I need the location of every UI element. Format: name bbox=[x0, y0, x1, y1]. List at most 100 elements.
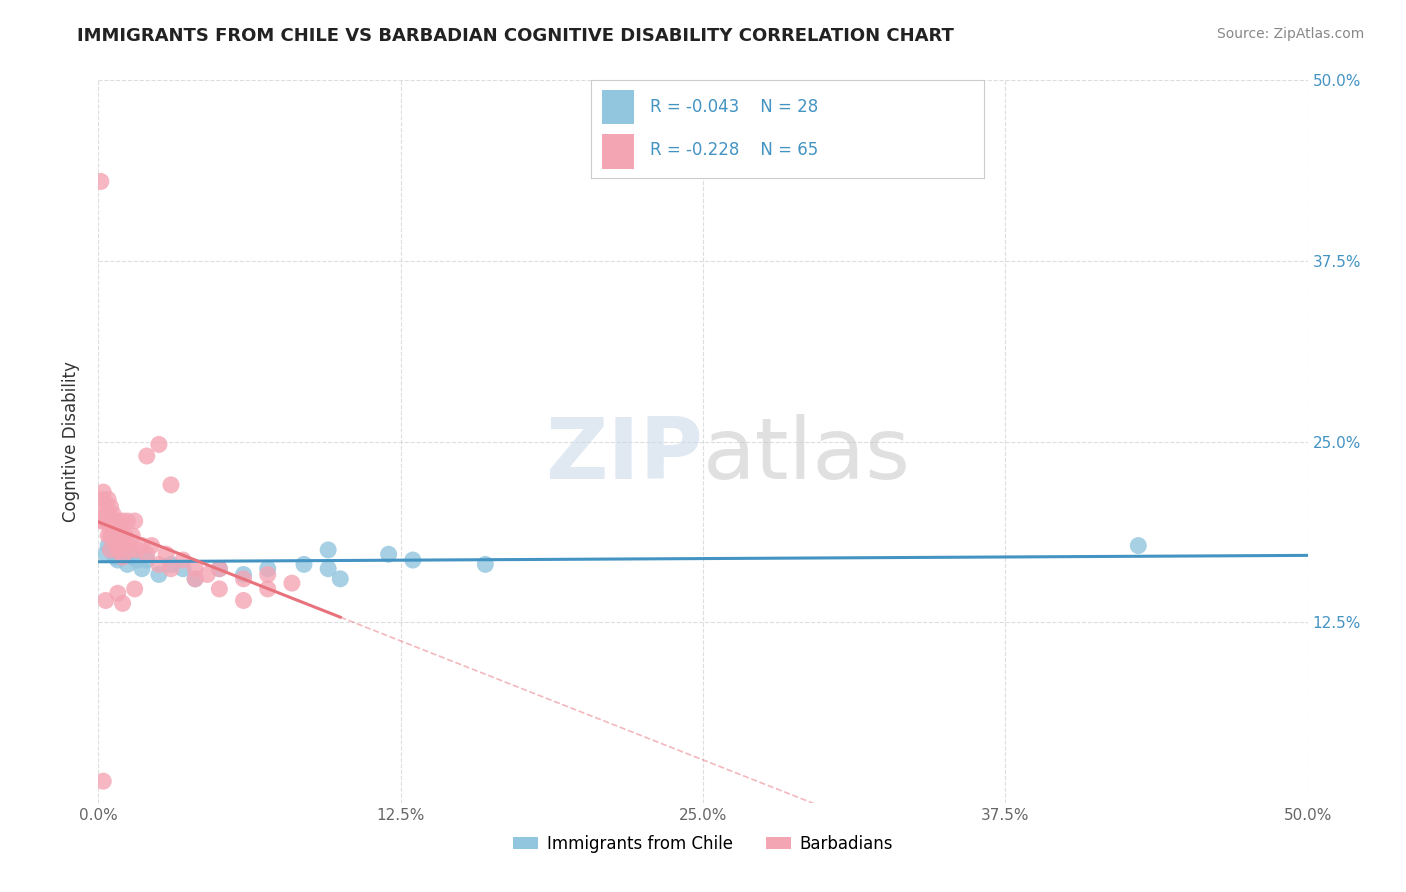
Point bbox=[155, 547, 177, 561]
Point bbox=[131, 562, 153, 576]
Point bbox=[100, 542, 122, 557]
Point bbox=[111, 547, 134, 561]
Point bbox=[281, 576, 304, 591]
Point bbox=[100, 528, 122, 542]
Point bbox=[232, 567, 254, 582]
Point bbox=[104, 535, 127, 549]
Point bbox=[148, 437, 170, 451]
Point bbox=[94, 593, 117, 607]
Point bbox=[111, 596, 134, 610]
Point bbox=[127, 542, 149, 557]
Point bbox=[172, 553, 194, 567]
Point bbox=[256, 562, 278, 576]
Point bbox=[111, 535, 134, 549]
Point bbox=[94, 507, 117, 521]
Point bbox=[101, 521, 124, 535]
Point bbox=[402, 553, 425, 567]
Point bbox=[104, 514, 127, 528]
Point bbox=[114, 528, 136, 542]
Point bbox=[117, 514, 139, 528]
Point bbox=[127, 553, 149, 567]
Point bbox=[377, 547, 399, 561]
Text: IMMIGRANTS FROM CHILE VS BARBADIAN COGNITIVE DISABILITY CORRELATION CHART: IMMIGRANTS FROM CHILE VS BARBADIAN COGNI… bbox=[77, 27, 955, 45]
Point bbox=[108, 542, 131, 557]
Point bbox=[135, 449, 157, 463]
Point bbox=[104, 528, 127, 542]
Point bbox=[232, 593, 254, 607]
Text: atlas: atlas bbox=[703, 415, 911, 498]
Point bbox=[97, 492, 120, 507]
Point bbox=[91, 774, 114, 789]
Point bbox=[94, 514, 117, 528]
Point bbox=[107, 521, 129, 535]
Point bbox=[107, 542, 129, 557]
Point bbox=[108, 542, 131, 557]
Point bbox=[292, 558, 315, 572]
Point bbox=[107, 514, 129, 528]
Point bbox=[316, 562, 339, 576]
Point bbox=[195, 567, 218, 582]
Text: ZIP: ZIP bbox=[546, 415, 703, 498]
Point bbox=[90, 174, 112, 188]
Point bbox=[97, 514, 120, 528]
Point bbox=[90, 514, 112, 528]
Point bbox=[117, 558, 139, 572]
Point bbox=[121, 550, 143, 565]
Point bbox=[135, 547, 157, 561]
Point bbox=[121, 528, 143, 542]
Point bbox=[256, 567, 278, 582]
Point bbox=[101, 507, 124, 521]
Point bbox=[118, 542, 141, 557]
Point bbox=[172, 562, 194, 576]
Text: R = -0.043    N = 28: R = -0.043 N = 28 bbox=[650, 98, 818, 116]
Text: Source: ZipAtlas.com: Source: ZipAtlas.com bbox=[1216, 27, 1364, 41]
Point bbox=[160, 478, 183, 492]
Point bbox=[107, 528, 129, 542]
Point bbox=[97, 507, 120, 521]
Point bbox=[94, 547, 117, 561]
Point bbox=[160, 558, 183, 572]
Y-axis label: Cognitive Disability: Cognitive Disability bbox=[62, 361, 80, 522]
Point bbox=[474, 558, 496, 572]
Point bbox=[100, 500, 122, 514]
Point bbox=[91, 492, 114, 507]
Point bbox=[111, 550, 134, 565]
Point bbox=[131, 539, 153, 553]
Point bbox=[111, 514, 134, 528]
Point bbox=[184, 562, 207, 576]
Point bbox=[107, 586, 129, 600]
Point bbox=[104, 550, 127, 565]
Point bbox=[97, 539, 120, 553]
Point bbox=[91, 514, 114, 528]
Point bbox=[101, 514, 124, 528]
Point bbox=[232, 572, 254, 586]
Bar bbox=[602, 134, 634, 169]
Point bbox=[316, 542, 339, 557]
Point bbox=[184, 572, 207, 586]
Point bbox=[91, 485, 114, 500]
Point bbox=[329, 572, 352, 586]
Text: R = -0.228    N = 65: R = -0.228 N = 65 bbox=[650, 142, 818, 160]
Point bbox=[107, 553, 129, 567]
Point bbox=[184, 572, 207, 586]
Point bbox=[100, 542, 122, 557]
Point bbox=[148, 558, 170, 572]
Point bbox=[135, 553, 157, 567]
Point bbox=[101, 535, 124, 549]
Point bbox=[100, 514, 122, 528]
Point bbox=[94, 500, 117, 514]
Point bbox=[124, 514, 146, 528]
Point bbox=[141, 539, 163, 553]
Legend: Immigrants from Chile, Barbadians: Immigrants from Chile, Barbadians bbox=[506, 828, 900, 860]
Point bbox=[117, 535, 139, 549]
Point bbox=[208, 562, 231, 576]
Point bbox=[108, 521, 131, 535]
Point bbox=[208, 562, 231, 576]
Bar bbox=[602, 90, 634, 124]
Point bbox=[97, 528, 120, 542]
Point bbox=[208, 582, 231, 596]
Point bbox=[124, 582, 146, 596]
Point bbox=[256, 582, 278, 596]
Point bbox=[148, 567, 170, 582]
Point bbox=[101, 528, 124, 542]
